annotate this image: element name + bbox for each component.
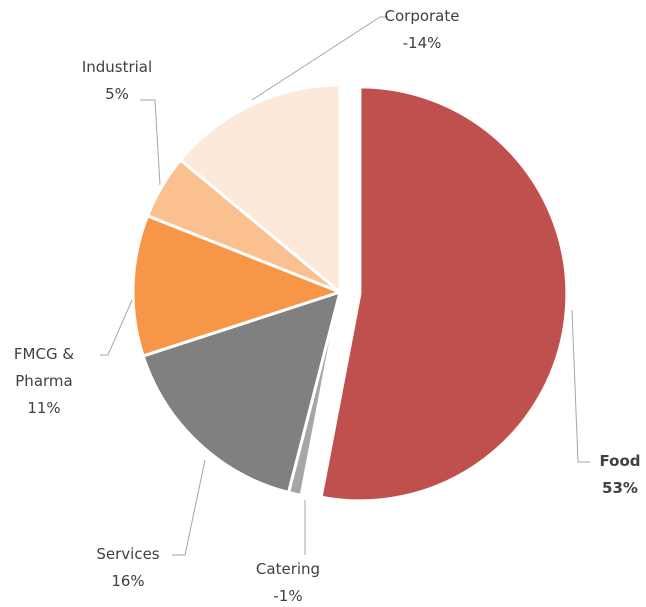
category-label: Industrial <box>81 58 153 76</box>
value-label: 11% <box>27 399 61 417</box>
category-label: Services <box>96 545 160 563</box>
pie-slice <box>141 289 343 495</box>
leader-line <box>172 459 206 556</box>
slice-label: Industrial 5% <box>67 54 167 108</box>
category-label: FMCG & Pharma <box>13 345 75 390</box>
category-label: Corporate <box>384 7 460 25</box>
pie-slice <box>319 85 569 503</box>
value-label: 53% <box>602 479 638 497</box>
value-label: 16% <box>111 572 145 590</box>
slice-label: Services 16% <box>78 541 178 595</box>
value-label: 5% <box>105 85 129 103</box>
pie-slice <box>178 83 342 296</box>
leader-line <box>571 309 590 463</box>
slice-label: Food 53% <box>590 448 646 502</box>
pie-slice <box>131 213 345 358</box>
slice-label: Catering -1% <box>238 556 338 607</box>
value-label: -1% <box>273 587 303 605</box>
category-label: Catering <box>255 560 321 578</box>
slice-label: FMCG & Pharma 11% <box>4 341 84 422</box>
category-label: Food <box>599 452 641 470</box>
leader-line <box>251 16 388 101</box>
slice-label: Corporate -14% <box>362 3 482 57</box>
value-label: -14% <box>402 34 442 52</box>
leader-line <box>140 99 161 186</box>
leader-line <box>100 299 133 356</box>
